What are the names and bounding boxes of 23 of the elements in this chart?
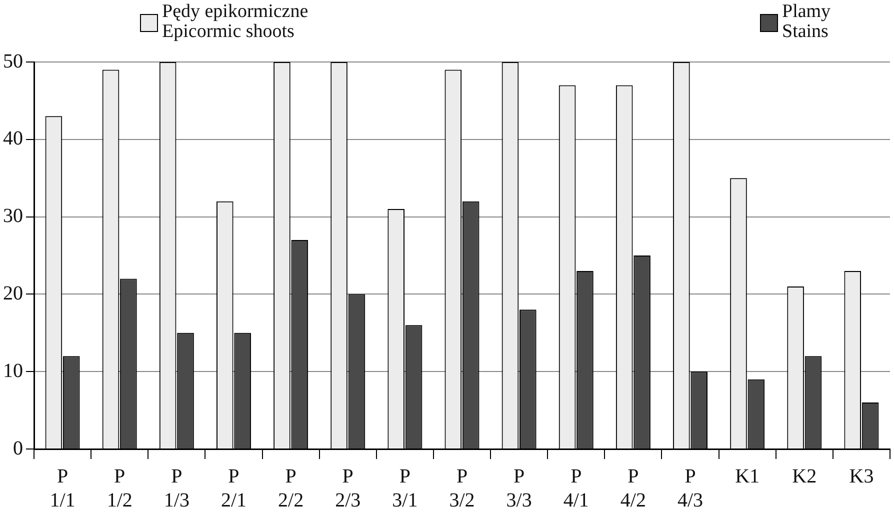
- y-tick-label: 10: [3, 360, 23, 382]
- x-tick-label: K2: [792, 465, 817, 488]
- x-tick-label: P 1/2: [106, 465, 132, 512]
- x-tick-label: K3: [849, 465, 874, 488]
- y-tick-label: 30: [3, 205, 23, 228]
- x-tick-label: P 4/2: [620, 465, 646, 512]
- y-tick-label: 0: [13, 437, 23, 460]
- x-tick-label: P 1/3: [164, 465, 190, 512]
- legend-label: Pędy epikormiczne Epicormic shoots: [162, 1, 308, 42]
- y-tick-label: 50: [3, 50, 23, 72]
- y-tick-label: 40: [3, 128, 23, 150]
- legend-label: Plamy Stains: [782, 1, 831, 42]
- x-tick-label: P 3/1: [392, 465, 418, 512]
- x-tick-label: P 2/2: [278, 465, 304, 512]
- x-tick-label: P 2/1: [220, 465, 247, 512]
- x-tick-label: P 2/3: [335, 465, 361, 512]
- x-tick-label: P 4/3: [677, 465, 704, 512]
- x-tick-label: P 4/1: [563, 465, 589, 512]
- x-tick-label: K1: [735, 465, 760, 488]
- y-tick-label: 20: [3, 282, 23, 304]
- x-tick-label: P 3/3: [506, 465, 532, 512]
- x-tick-label: P 1/1: [50, 465, 76, 512]
- x-tick-label: P 3/2: [449, 465, 475, 512]
